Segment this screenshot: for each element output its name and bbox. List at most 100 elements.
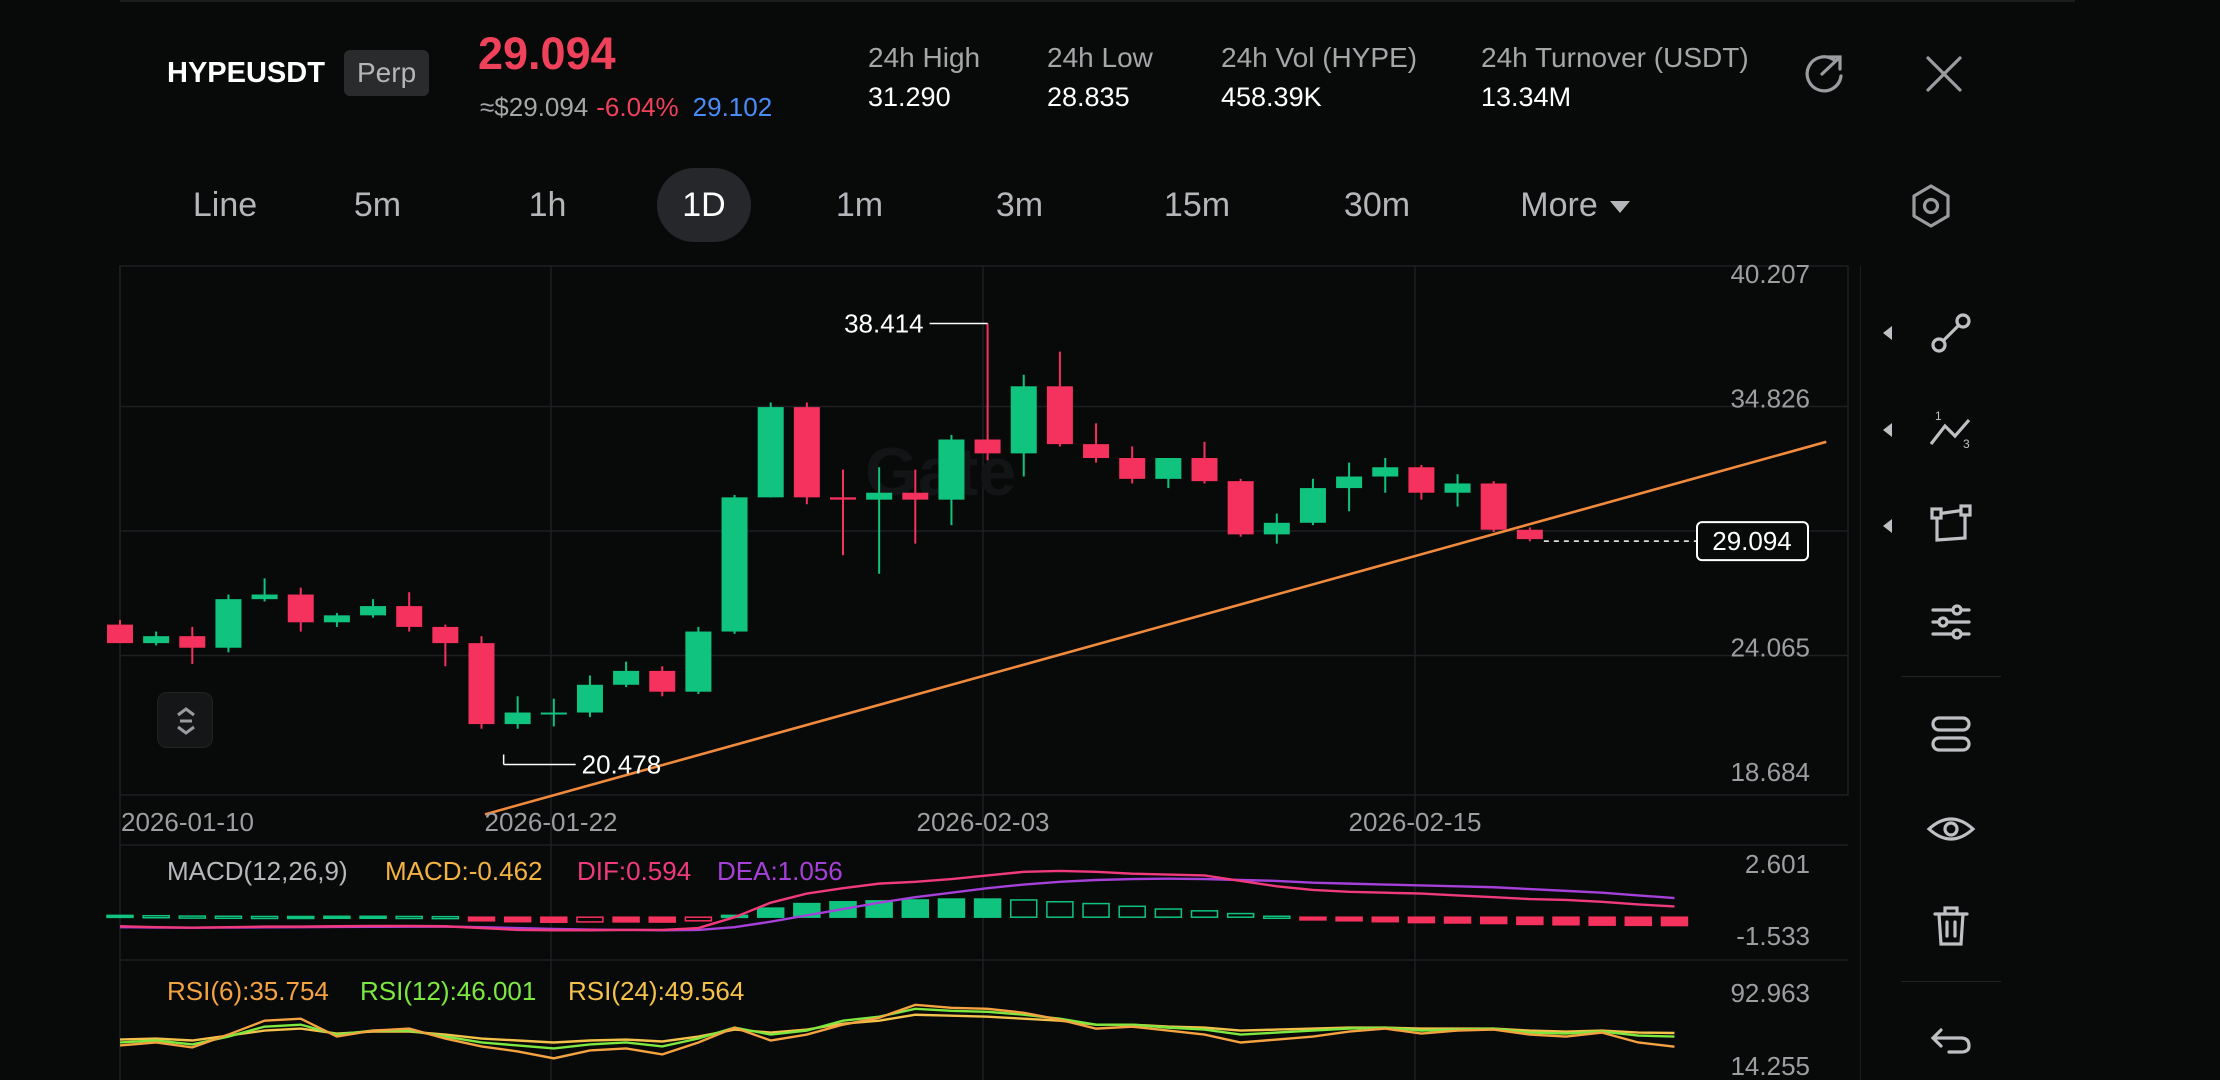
macd-legend-name: MACD(12,26,9) <box>167 856 348 886</box>
macd-histogram-bar <box>1552 916 1580 926</box>
macd-histogram-bar <box>1299 916 1327 921</box>
stat-24h-high: 24h High 31.290 <box>868 42 980 113</box>
drawing-toolbar: 1 3 <box>1860 266 2015 1080</box>
macd-histogram-bar <box>901 899 930 918</box>
more-timeframes-dropdown[interactable]: More <box>1500 168 1650 242</box>
macd-histogram-bar <box>1479 916 1508 925</box>
candle-body <box>757 407 784 498</box>
timeframe-5m[interactable]: 5m <box>353 186 402 224</box>
candle-body <box>1083 444 1110 459</box>
macd-histogram-bar <box>1516 916 1544 926</box>
candle-body <box>504 712 531 725</box>
toolbar-divider <box>1901 676 2001 677</box>
trendline-tool-icon[interactable] <box>1921 303 1981 363</box>
price-annotations: 38.414 20.478 29.094 <box>502 308 1809 779</box>
expand-arrow-icon[interactable] <box>1883 326 1892 340</box>
macd-histogram-bar <box>1407 916 1436 924</box>
date-tick-label: 2026-02-03 <box>917 807 1050 837</box>
stat-label: 24h Turnover (USDT) <box>1481 42 1749 73</box>
candle-body <box>540 712 567 715</box>
timeframe-15m[interactable]: 15m <box>1163 186 1231 224</box>
share-icon[interactable] <box>1798 48 1850 100</box>
dea-legend-value: DEA:1.056 <box>717 856 843 886</box>
undo-icon[interactable] <box>1921 1008 1981 1068</box>
chart-grid <box>119 265 1849 1080</box>
macd-histogram-bar <box>250 915 279 920</box>
candle-body <box>649 670 676 692</box>
trendline <box>484 440 1827 816</box>
macd-histogram-bar <box>395 915 423 920</box>
macd-histogram-bar <box>648 916 676 923</box>
stat-24h-turnover: 24h Turnover (USDT) 13.34M <box>1481 42 1749 113</box>
macd-histogram-bar <box>1046 901 1074 918</box>
timeframe-1h[interactable]: 1h <box>528 186 567 224</box>
chart-mode-toggle[interactable] <box>157 692 213 748</box>
svg-text:3: 3 <box>1963 437 1970 451</box>
shape-tool-icon[interactable] <box>1921 496 1981 556</box>
candle-body <box>1227 481 1254 535</box>
visibility-eye-icon[interactable] <box>1921 799 1981 859</box>
expand-arrow-icon[interactable] <box>1883 519 1892 533</box>
timeframe-30m[interactable]: 30m <box>1343 186 1411 224</box>
candle-body <box>143 636 170 644</box>
symbol-name[interactable]: HYPEUSDT <box>167 57 325 89</box>
rsi12-legend: RSI(12):46.001 <box>360 976 536 1006</box>
stat-value: 28.835 <box>1047 82 1130 112</box>
stat-value: 31.290 <box>868 82 951 112</box>
macd-histogram-bar <box>287 915 315 920</box>
candle-body <box>685 631 712 692</box>
fib-tool-icon[interactable]: 1 3 <box>1921 400 1981 460</box>
macd-histogram-bar <box>431 915 460 920</box>
dif-line <box>119 869 1675 932</box>
chart-settings-icon[interactable] <box>1905 180 1957 232</box>
candle-body <box>1046 386 1073 445</box>
candle-body <box>613 670 640 685</box>
expand-arrow-icon[interactable] <box>1883 423 1892 437</box>
macd-histogram-bar <box>1226 912 1255 918</box>
price-tick-label: 18.684 <box>1730 757 1810 787</box>
indicator-settings-icon[interactable] <box>1921 592 1981 652</box>
macd-histogram-bar <box>106 914 134 919</box>
delete-trash-icon[interactable] <box>1921 896 1981 956</box>
candle-body <box>1155 458 1182 479</box>
market-header: HYPEUSDT Perp 29.094 ≈$29.094 -6.04% 29.10… <box>0 0 2220 150</box>
stat-label: 24h Vol (HYPE) <box>1221 42 1418 73</box>
macd-histogram-bar <box>503 916 532 923</box>
macd-tick-label: 2.601 <box>1745 849 1810 879</box>
macd-histogram-bar <box>1190 910 1219 918</box>
timeframe-1m[interactable]: 1m <box>835 186 884 224</box>
macd-histogram-bar <box>1624 916 1653 927</box>
candle-body <box>360 606 387 616</box>
macd-histogram-bar <box>1010 899 1038 918</box>
price-tick-label: 24.065 <box>1730 632 1810 662</box>
rsi6-legend: RSI(6):35.754 <box>167 976 329 1006</box>
price-tick-label: 40.207 <box>1730 259 1810 289</box>
candle-body <box>576 684 603 713</box>
candle-body <box>830 497 856 500</box>
date-tick-label: 2026-01-10 <box>121 807 254 837</box>
multi-line-tool-icon[interactable] <box>1921 704 1981 764</box>
price-tick-label: 34.826 <box>1730 384 1810 414</box>
chevron-down-icon <box>1609 201 1630 214</box>
low-price-label: 20.478 <box>582 749 662 779</box>
current-price-label: 29.094 <box>1712 526 1792 556</box>
macd-histogram-bar <box>214 915 243 920</box>
close-icon[interactable] <box>1918 48 1970 100</box>
candle-body <box>1336 476 1363 489</box>
candle-body <box>251 594 278 600</box>
timeframe-3m[interactable]: 3m <box>995 186 1044 224</box>
candle-body <box>396 606 423 627</box>
macd-histogram-bar <box>1335 916 1363 922</box>
high-price-label: 38.414 <box>844 308 924 338</box>
candle-body <box>1263 522 1290 535</box>
svg-text:1: 1 <box>1935 409 1942 423</box>
dea-line <box>119 877 1675 932</box>
macd-histogram-bar <box>1263 915 1291 920</box>
stat-value: 458.39K <box>1221 82 1322 112</box>
timeframe-line[interactable]: Line <box>192 186 258 224</box>
macd-histogram-bar <box>323 915 351 920</box>
candle-body <box>1010 386 1037 454</box>
candle-body <box>1372 467 1399 477</box>
timeframe-1d[interactable]: 1D <box>657 168 751 242</box>
